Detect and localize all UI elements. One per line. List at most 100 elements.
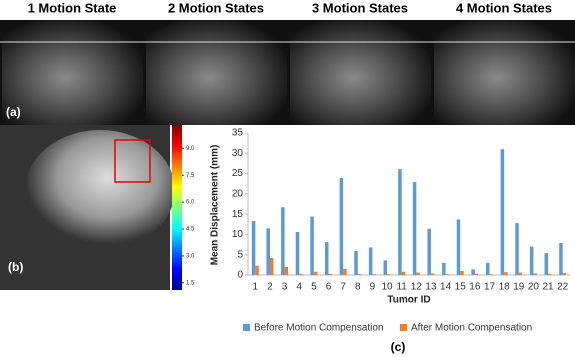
- x-tick-label: 19: [513, 282, 525, 293]
- y-tick-label: 35: [232, 128, 244, 139]
- panel-label: (a): [6, 105, 21, 119]
- bar: [416, 272, 420, 275]
- bar: [533, 273, 537, 275]
- bar: [387, 274, 391, 275]
- x-tick-label: 5: [311, 282, 317, 293]
- panel-label: (c): [391, 340, 406, 354]
- x-tick-label: 10: [381, 282, 393, 293]
- bar: [559, 242, 563, 275]
- x-tick-label: 11: [396, 282, 407, 293]
- bar: [284, 266, 289, 275]
- x-tick-label: 18: [499, 282, 511, 293]
- colorbar: [172, 125, 182, 290]
- bar: [445, 274, 450, 275]
- colorbar-tick-label: 7.5: [186, 173, 195, 179]
- bar: [471, 269, 475, 275]
- panel-label: (b): [8, 260, 23, 274]
- x-tick-label: 6: [326, 282, 332, 293]
- bar: [372, 274, 376, 275]
- panel-a: 1 Motion State 2 Motion States 3 Motion …: [0, 0, 575, 125]
- bar: [500, 149, 505, 275]
- x-tick-label: 20: [528, 282, 540, 293]
- x-tick-label: 9: [370, 282, 376, 293]
- bar: [529, 246, 534, 275]
- bar: [518, 272, 523, 275]
- bar: [295, 231, 300, 275]
- bar: [442, 262, 446, 275]
- colorbar-tick-label: 1.5: [186, 280, 195, 286]
- y-tick-label: 15: [232, 209, 244, 220]
- bar: [412, 182, 417, 275]
- bar: [368, 247, 373, 275]
- bar: [266, 228, 270, 275]
- colorbar-tick-label: 9.0: [186, 146, 195, 152]
- bar: [398, 169, 402, 275]
- y-tick-label: 10: [232, 229, 244, 240]
- x-tick-label: 1: [253, 282, 259, 293]
- x-tick-label: 7: [340, 282, 346, 293]
- y-tick-label: 5: [237, 249, 243, 260]
- x-tick-label: 22: [557, 282, 569, 293]
- y-tick-label: 25: [232, 168, 244, 179]
- legend-label: Before Motion Compensation: [254, 323, 384, 334]
- bar: [357, 274, 362, 275]
- x-tick-label: 2: [267, 282, 273, 293]
- panel-b: (b): [0, 125, 182, 290]
- bar: [343, 268, 347, 275]
- mri-image: [290, 20, 431, 125]
- colorbar-tick-label: 3.0: [186, 254, 195, 260]
- x-tick-label: 3: [282, 282, 288, 293]
- bar: [430, 273, 435, 275]
- legend-label: After Motion Compensation: [411, 323, 532, 334]
- bar: [548, 273, 552, 275]
- x-tick-label: 4: [296, 282, 302, 293]
- roi-box: [114, 139, 151, 183]
- bar: [515, 223, 519, 275]
- x-tick-label: 14: [440, 282, 452, 293]
- y-tick-label: 20: [232, 188, 244, 199]
- mri-image: [146, 20, 287, 125]
- mri-image: [2, 20, 143, 125]
- bar: [460, 270, 464, 275]
- x-tick-label: 13: [425, 282, 437, 293]
- x-tick-label: 12: [411, 282, 423, 293]
- bar: [299, 273, 303, 275]
- bar: [313, 271, 318, 275]
- panel-header: 3 Motion States: [312, 0, 408, 15]
- liver: [25, 130, 175, 250]
- y-tick-label: 30: [232, 148, 244, 159]
- colorbar-tick-label: 6.0: [186, 200, 195, 206]
- bar: [339, 178, 344, 275]
- x-tick-label: 8: [355, 282, 361, 293]
- panel-header: 2 Motion States: [168, 0, 264, 15]
- panel-header: 1 Motion State: [28, 0, 117, 15]
- bar: [383, 260, 388, 275]
- bar: [486, 262, 490, 275]
- bar: [325, 242, 329, 275]
- bar: [544, 253, 549, 275]
- bar: [281, 207, 285, 275]
- x-tick-label: 17: [484, 282, 496, 293]
- x-tick-label: 21: [542, 282, 554, 293]
- bar: [255, 265, 259, 275]
- y-axis-label: Mean Displacement (mm): [210, 145, 221, 266]
- panel-header: 4 Motion States: [456, 0, 552, 15]
- bar: [562, 272, 567, 275]
- bar: [310, 216, 314, 275]
- bar: [504, 272, 508, 275]
- bar: [427, 228, 431, 275]
- bar: [401, 271, 406, 275]
- y-tick-label: 0: [237, 270, 243, 281]
- mri-image: [434, 20, 575, 125]
- bar: [251, 221, 256, 275]
- bar: [489, 274, 493, 275]
- bar: [474, 273, 479, 275]
- legend-swatch: [243, 324, 250, 331]
- legend-swatch: [400, 324, 407, 331]
- bar: [269, 257, 274, 275]
- colorbar-tick-label: 4.5: [186, 227, 195, 233]
- bar: [354, 251, 358, 275]
- x-tick-label: 15: [455, 282, 467, 293]
- bar: [328, 273, 332, 275]
